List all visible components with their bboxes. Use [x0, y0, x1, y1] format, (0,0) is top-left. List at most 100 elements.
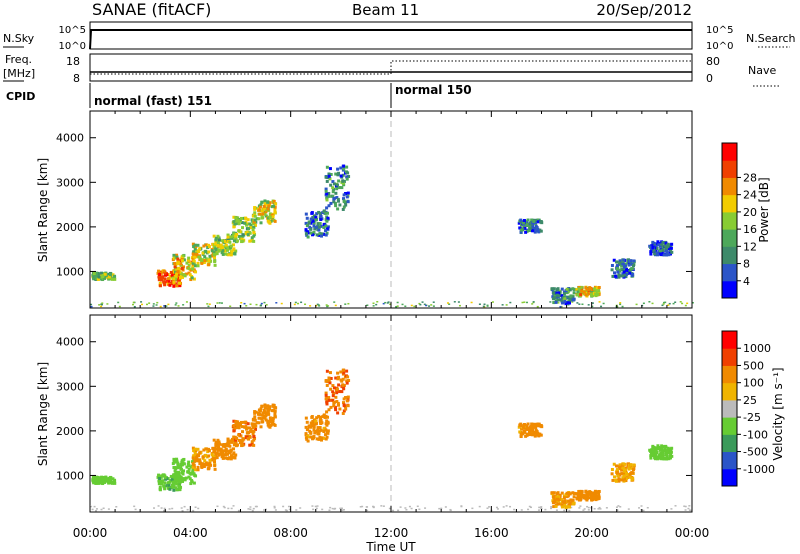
echo-cell	[251, 432, 255, 436]
echo-cell	[237, 234, 241, 238]
echo-cell	[560, 505, 564, 509]
echo-cell	[311, 219, 315, 223]
ground-scatter-cell	[260, 302, 263, 305]
echo-cell	[305, 427, 309, 431]
echo-cell	[207, 245, 211, 249]
echo-cell	[221, 249, 225, 253]
echo-cell	[311, 423, 315, 427]
ground-scatter-cell	[399, 506, 402, 508]
echo-cell	[320, 438, 324, 442]
echo-cell	[253, 232, 257, 236]
ground-scatter-cell	[300, 301, 303, 304]
echo-cell	[96, 481, 100, 485]
echo-cell	[226, 457, 230, 461]
echo-cell	[95, 475, 99, 479]
echo-cell	[304, 436, 308, 440]
ground-scatter-cell	[470, 301, 473, 304]
echo-cell	[180, 463, 184, 467]
ground-scatter-cell	[408, 505, 411, 508]
echo-cell	[632, 463, 636, 467]
echo-cell	[333, 405, 337, 409]
colorbar-swatch	[722, 229, 737, 247]
echo-cell	[311, 437, 315, 441]
ground-scatter-cell	[334, 304, 337, 307]
echo-cell	[345, 369, 349, 373]
echo-cell	[215, 252, 219, 256]
echo-cell	[168, 283, 172, 287]
ground-scatter-cell	[326, 305, 329, 308]
echo-cell	[210, 458, 214, 462]
x-tick-label: 00:00	[675, 526, 710, 540]
echo-cell	[339, 166, 343, 170]
echo-cell	[552, 291, 556, 295]
echo-cell	[213, 447, 217, 451]
echo-cell	[332, 197, 336, 201]
echo-cell	[175, 255, 179, 259]
echo-cell	[241, 430, 245, 434]
echo-cell	[191, 267, 195, 271]
echo-cell	[615, 267, 619, 271]
power-panel: Slant Range [km] 1000 2000 3000 4000	[36, 110, 694, 309]
echo-cell	[195, 456, 199, 460]
echo-cell	[628, 269, 632, 273]
echo-cell	[223, 249, 227, 253]
ground-scatter-cell	[646, 506, 649, 509]
echo-cell	[532, 227, 536, 231]
echo-cell	[253, 436, 257, 440]
echo-cell	[560, 503, 564, 507]
echo-cell	[189, 465, 193, 469]
echo-cell	[203, 459, 207, 463]
ground-scatter-cell	[509, 301, 512, 304]
echo-cell	[345, 381, 349, 385]
echo-cell	[194, 270, 198, 274]
echo-cell	[187, 263, 191, 267]
echo-cell	[614, 260, 618, 264]
echo-cell	[158, 281, 162, 285]
colorbar-swatch	[722, 160, 737, 178]
echo-cell	[173, 466, 177, 470]
echo-cell	[568, 505, 572, 509]
echo-cell	[196, 447, 200, 451]
echo-cell	[217, 238, 221, 242]
echo-cell	[178, 474, 182, 478]
echo-cell	[629, 267, 633, 271]
echo-cell	[176, 461, 180, 465]
ground-scatter-cell	[101, 302, 104, 304]
echo-cell	[610, 472, 614, 476]
ground-scatter-cell	[482, 305, 485, 308]
echo-cell	[617, 477, 621, 481]
ground-scatter-cell	[571, 301, 574, 303]
echo-cell	[325, 400, 329, 404]
echo-cell	[216, 243, 220, 247]
echo-cell	[263, 406, 267, 410]
ground-scatter-cell	[339, 507, 342, 510]
echo-cell	[158, 284, 162, 288]
echo-cell	[342, 401, 346, 405]
ground-scatter-cell	[155, 304, 158, 306]
ground-scatter-cell	[91, 508, 94, 511]
echo-cell	[304, 212, 308, 216]
echo-cell	[253, 427, 257, 431]
echo-cell	[322, 429, 326, 433]
echo-cell	[213, 460, 217, 464]
echo-cell	[336, 197, 340, 201]
echo-cell	[259, 425, 263, 429]
ground-scatter-cell	[240, 301, 243, 304]
echo-cell	[625, 268, 629, 272]
echo-cell	[230, 250, 234, 254]
echo-cell	[311, 419, 315, 423]
echo-cell	[565, 287, 569, 291]
echo-cell	[528, 229, 532, 233]
ground-scatter-cell	[617, 505, 620, 507]
echo-cell	[563, 499, 567, 503]
ground-scatter-cell	[486, 304, 489, 307]
ground-scatter-cell	[458, 304, 461, 307]
ground-scatter-cell	[568, 509, 571, 512]
echo-cell	[172, 484, 176, 488]
ground-scatter-cell	[550, 507, 553, 510]
echo-cell	[575, 293, 579, 297]
echo-cell	[331, 190, 335, 194]
echo-cell	[312, 224, 316, 228]
echo-cell	[658, 456, 662, 460]
echo-cell	[233, 456, 237, 460]
